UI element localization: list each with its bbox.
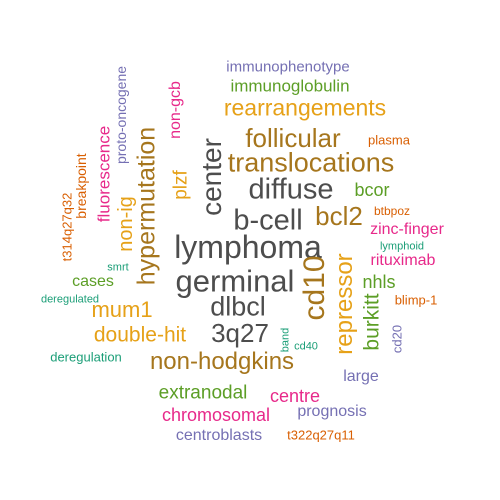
word-non-ig: non-ig xyxy=(115,196,137,252)
word-cases: cases xyxy=(72,273,114,290)
word-chromosomal: chromosomal xyxy=(161,405,271,425)
word-centre: centre xyxy=(269,386,321,406)
word-cd40: cd40 xyxy=(294,340,318,353)
word-extranodal: extranodal xyxy=(158,382,248,404)
word-rearrangements: rearrangements xyxy=(223,94,387,121)
word-proto-oncogene: proto-oncogene xyxy=(113,65,129,165)
word-mum1: mum1 xyxy=(91,297,153,322)
word-t314q27q32: t314q27q32 xyxy=(59,192,75,262)
word-cd20: cd20 xyxy=(389,324,405,354)
word-smrt: smrt xyxy=(107,261,129,274)
word-repressor: repressor xyxy=(331,253,358,355)
word-centroblasts: centroblasts xyxy=(175,427,263,444)
word-bcor: bcor xyxy=(354,180,390,200)
word-plzf: plzf xyxy=(170,170,192,200)
word-non-gcb: non-gcb xyxy=(167,81,184,139)
word-burkitt: burkitt xyxy=(360,293,384,351)
word-lymphoid: lymphoid xyxy=(379,240,425,253)
word-center: center xyxy=(196,138,227,216)
word-zinc-finger: zinc-finger xyxy=(370,221,444,238)
word-breakpoint: breakpoint xyxy=(73,153,89,219)
word-plasma: plasma xyxy=(368,132,410,148)
word-bcl2: bcl2 xyxy=(315,201,363,231)
word-diffuse: diffuse xyxy=(248,173,334,206)
word-nhls: nhls xyxy=(362,272,396,292)
word-translocations: translocations xyxy=(227,147,395,178)
word-follicular: follicular xyxy=(245,123,341,153)
word-hypermutation: hypermutation xyxy=(132,126,161,286)
word-band: band xyxy=(279,327,292,353)
word-non-hodgkins: non-hodgkins xyxy=(149,348,295,375)
word-prognosis: prognosis xyxy=(297,403,367,420)
word-germinal: germinal xyxy=(175,263,295,299)
word-double-hit: double-hit xyxy=(93,323,187,347)
word-blimp-1: blimp-1 xyxy=(394,292,438,308)
word-t322q27q11: t322q27q11 xyxy=(287,427,355,443)
word-deregulation: deregulation xyxy=(50,349,122,365)
word-b-cell: b-cell xyxy=(233,204,303,237)
word-immunoglobulin: immunoglobulin xyxy=(230,76,350,96)
word-3q27: 3q27 xyxy=(211,318,269,348)
word-large: large xyxy=(343,368,379,385)
word-btbpoz: btbpoz xyxy=(373,204,411,218)
word-fluorescence: fluorescence xyxy=(94,125,114,223)
word-rituximab: rituximab xyxy=(370,252,436,269)
word-immunophenotype: immunophenotype xyxy=(226,58,350,76)
word-deregulated: deregulated xyxy=(40,293,100,306)
word-cd10: cd10 xyxy=(298,255,331,321)
word-lymphoma: lymphoma xyxy=(174,229,322,265)
word-dlbcl: dlbcl xyxy=(210,291,266,322)
